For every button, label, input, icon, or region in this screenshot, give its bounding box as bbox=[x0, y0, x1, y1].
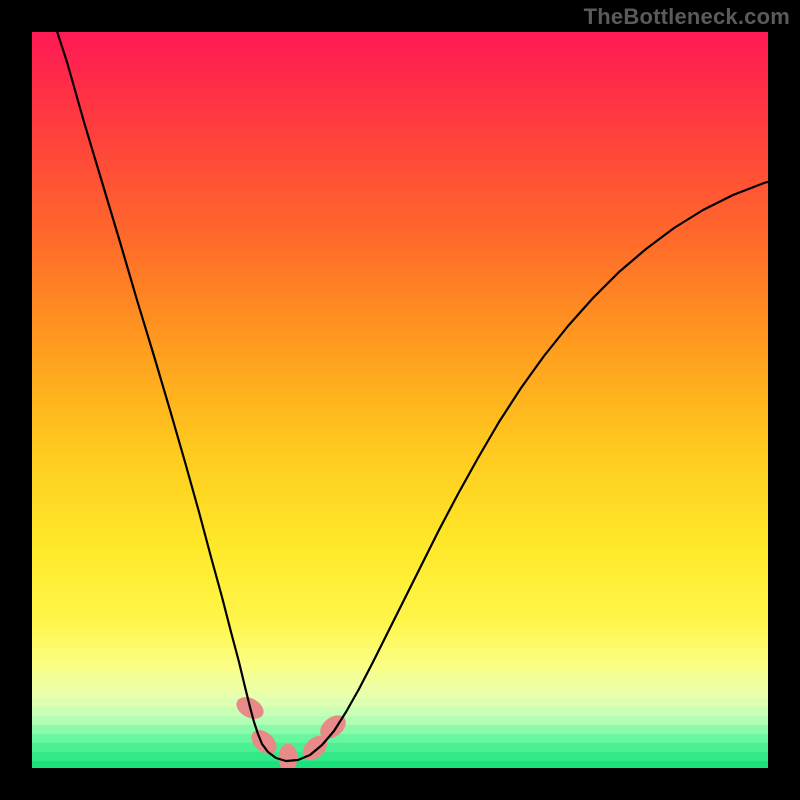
watermark-text: TheBottleneck.com bbox=[584, 4, 790, 30]
stage: TheBottleneck.com bbox=[0, 0, 800, 800]
plot-area bbox=[32, 32, 768, 768]
gradient-background bbox=[32, 32, 768, 768]
